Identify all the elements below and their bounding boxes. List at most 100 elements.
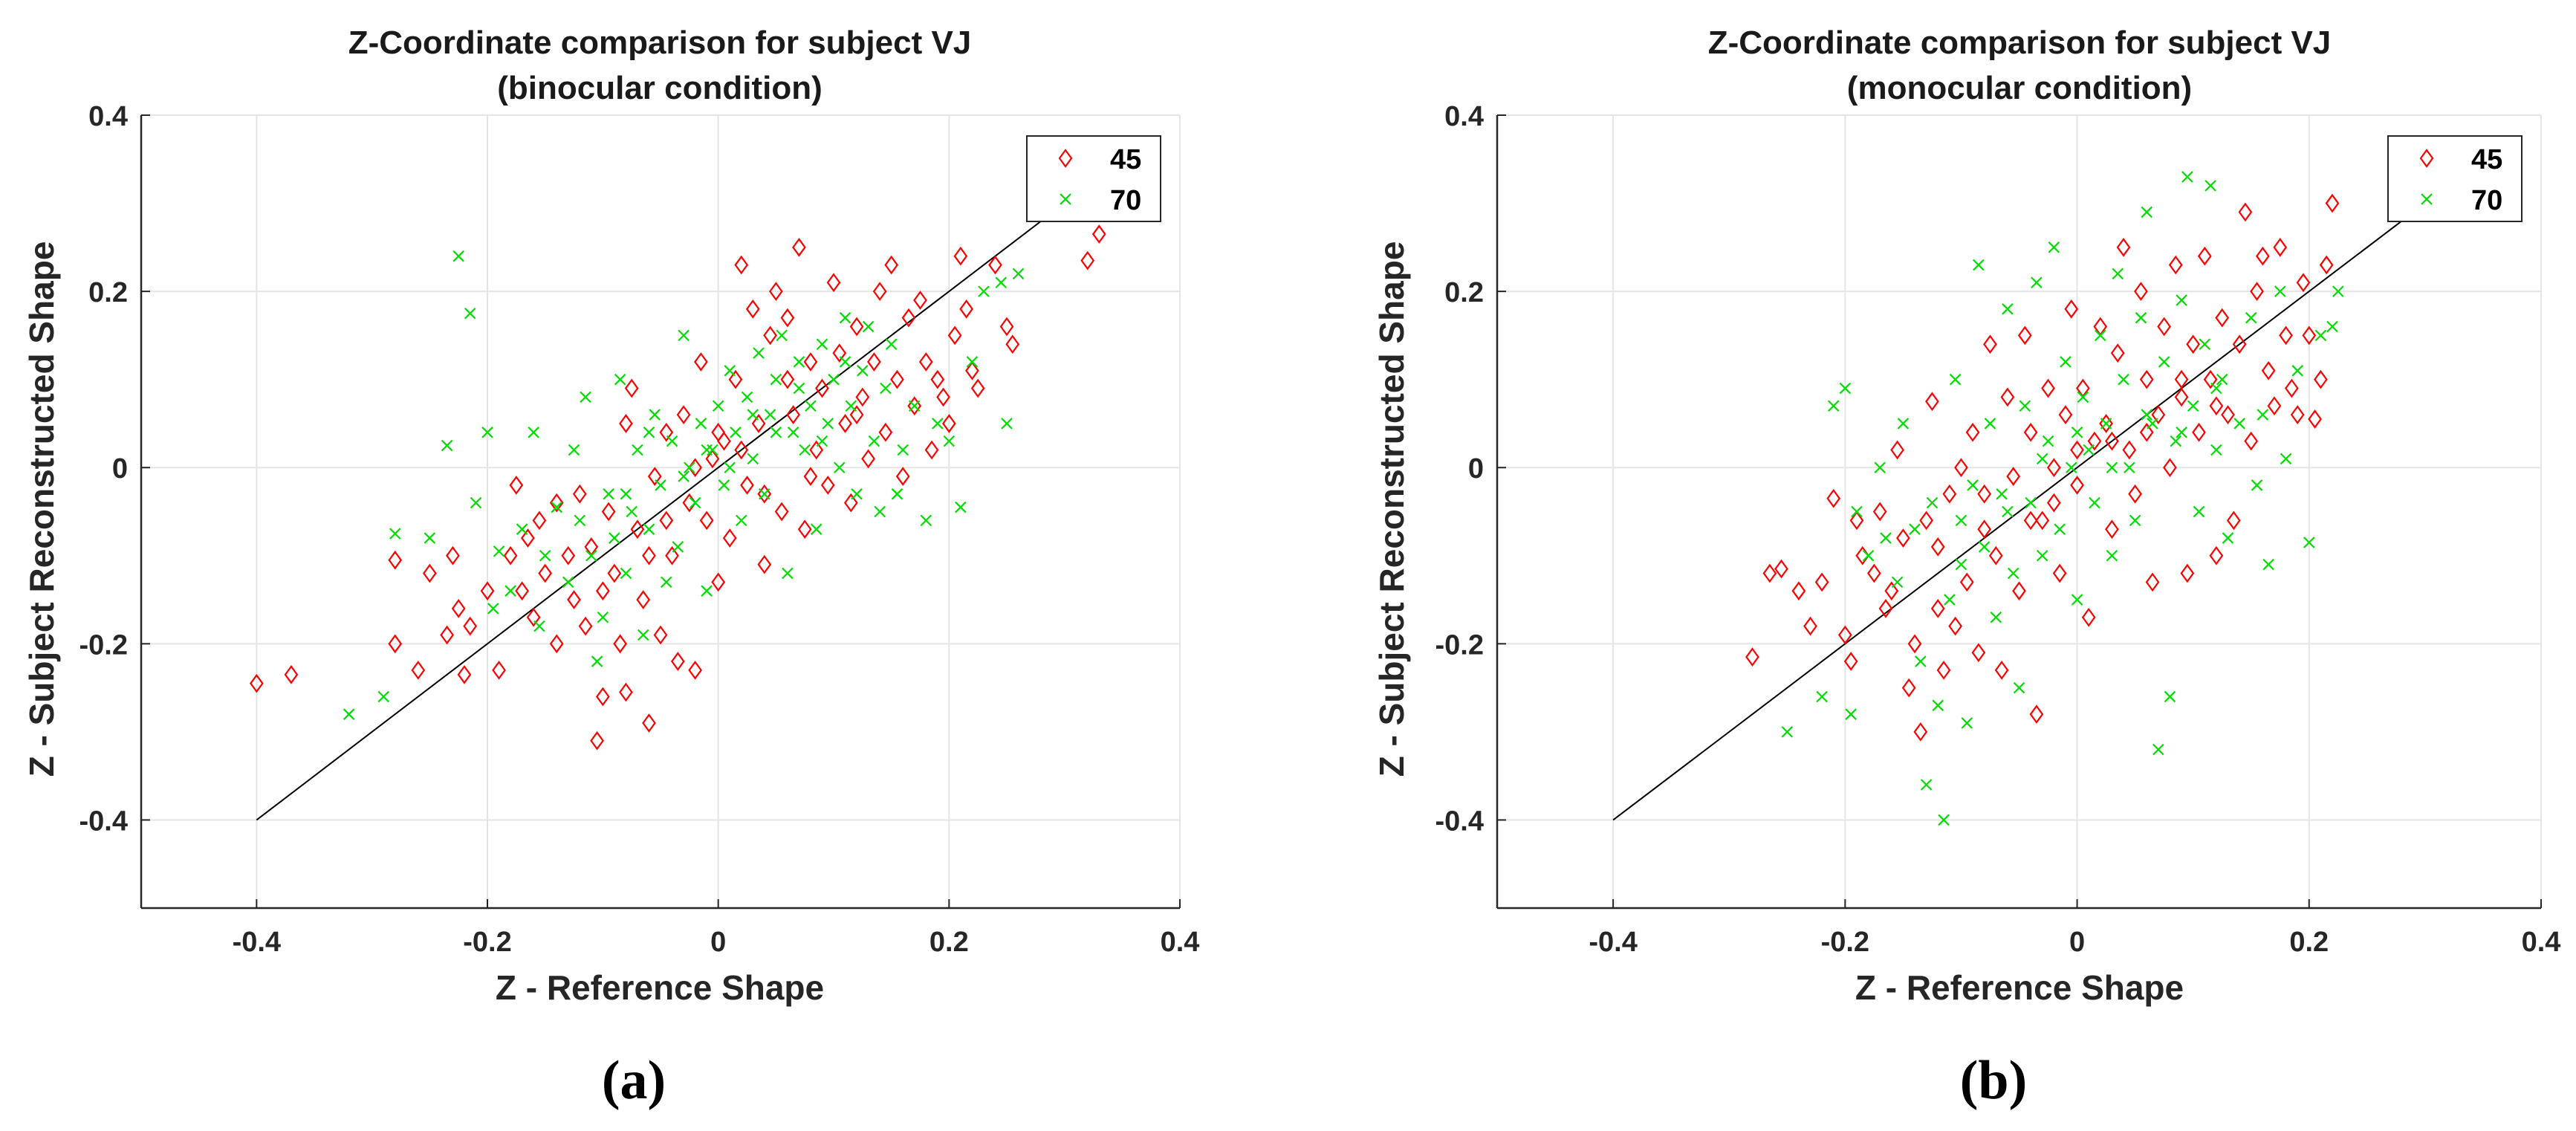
point-70 — [424, 532, 436, 544]
chart-title-line-1: Z-Coordinate comparison for subject VJ — [348, 25, 972, 61]
point-45 — [2273, 237, 2288, 257]
point-70 — [2019, 400, 2031, 412]
point-45 — [607, 563, 622, 583]
point-70 — [2199, 338, 2211, 351]
point-45 — [1091, 224, 1106, 244]
point-70 — [1827, 400, 1840, 412]
point-70 — [2025, 496, 2037, 509]
point-45 — [2029, 704, 2044, 725]
point-70 — [2245, 311, 2257, 324]
point-45 — [999, 317, 1014, 337]
point-45 — [820, 476, 835, 495]
point-70 — [2257, 409, 2269, 421]
point-70 — [452, 250, 464, 262]
point-70 — [2204, 180, 2216, 192]
point-70 — [2274, 285, 2286, 297]
point-45 — [2087, 431, 2102, 451]
point-45 — [2279, 325, 2293, 346]
point-70 — [897, 444, 909, 456]
point-70 — [2060, 356, 2071, 368]
x-axis-label: Z - Reference Shape — [1855, 968, 2184, 1007]
chart-title-line-1: Z-Coordinate comparison for subject VJ — [1708, 25, 2332, 61]
point-45 — [809, 440, 824, 460]
point-45 — [1959, 572, 1974, 592]
point-70 — [805, 400, 817, 412]
point-70 — [2181, 171, 2193, 183]
y-tick-label: -0.2 — [1435, 629, 1484, 661]
point-45 — [2290, 405, 2305, 424]
point-45 — [2006, 467, 2021, 486]
point-70 — [2210, 382, 2222, 395]
point-70 — [643, 427, 655, 438]
point-45 — [705, 449, 720, 469]
point-45 — [1762, 563, 1777, 583]
point-70 — [649, 409, 661, 421]
axes: -0.4 -0.2 0 0.2 0.4 -0.4 -0.2 0 0.2 0.4 — [80, 101, 1200, 958]
point-45 — [1919, 511, 1933, 531]
point-70 — [2007, 567, 2019, 580]
point-45 — [2052, 563, 2067, 583]
point-45 — [1855, 545, 1870, 566]
point-70 — [2251, 479, 2263, 491]
x-tick-label: 0.4 — [1161, 927, 1200, 958]
point-45 — [2221, 405, 2235, 424]
point-70 — [533, 620, 545, 632]
point-45 — [653, 625, 668, 645]
legend-entry-label: 70 — [2471, 185, 2502, 216]
point-45 — [2122, 440, 2137, 460]
point-45 — [2285, 378, 2299, 398]
point-45 — [1080, 250, 1095, 270]
x-tick-label: 0.2 — [929, 927, 969, 958]
point-45 — [1901, 678, 1916, 698]
y-tick-label: -0.4 — [1435, 806, 1484, 837]
point-45 — [480, 581, 495, 601]
point-70 — [603, 488, 614, 500]
point-70 — [1978, 541, 1991, 553]
point-45 — [1803, 616, 1817, 636]
point-45 — [988, 255, 1002, 275]
x-tick-label: 0.4 — [2522, 927, 2561, 958]
point-45 — [1872, 502, 1887, 522]
point-70 — [857, 365, 869, 377]
point-70 — [2106, 550, 2118, 562]
point-45 — [2105, 431, 2119, 451]
point-70 — [1012, 268, 1025, 280]
point-45 — [1977, 519, 1992, 539]
point-45 — [711, 572, 726, 592]
point-70 — [2332, 285, 2344, 297]
point-70 — [574, 514, 586, 527]
point-70 — [343, 708, 355, 720]
point-70 — [2170, 435, 2182, 447]
point-70 — [862, 320, 875, 333]
reference-line-layer — [1612, 158, 2484, 821]
point-45 — [526, 607, 541, 627]
point-70 — [528, 427, 539, 438]
point-70 — [2222, 532, 2234, 544]
legend-marker-70 — [2421, 193, 2433, 205]
point-45 — [2070, 440, 2084, 460]
point-70 — [464, 307, 476, 320]
point-45 — [1791, 581, 1806, 601]
point-45 — [2192, 422, 2206, 442]
point-70 — [2083, 444, 2095, 456]
point-45 — [595, 687, 610, 707]
point-70 — [684, 461, 695, 473]
point-70 — [2065, 461, 2077, 473]
point-70 — [2100, 418, 2112, 430]
point-70 — [655, 479, 666, 491]
point-70 — [770, 427, 782, 438]
point-45 — [613, 634, 627, 654]
point-45 — [849, 405, 864, 424]
point-70 — [978, 285, 990, 297]
point-45 — [422, 563, 437, 583]
point-45 — [1954, 458, 1968, 478]
point-45 — [890, 369, 904, 389]
point-45 — [503, 545, 518, 566]
point-45 — [2139, 422, 2154, 442]
point-45 — [2157, 317, 2171, 337]
point-70 — [995, 276, 1008, 289]
point-70 — [678, 329, 690, 342]
point-45 — [930, 369, 945, 389]
